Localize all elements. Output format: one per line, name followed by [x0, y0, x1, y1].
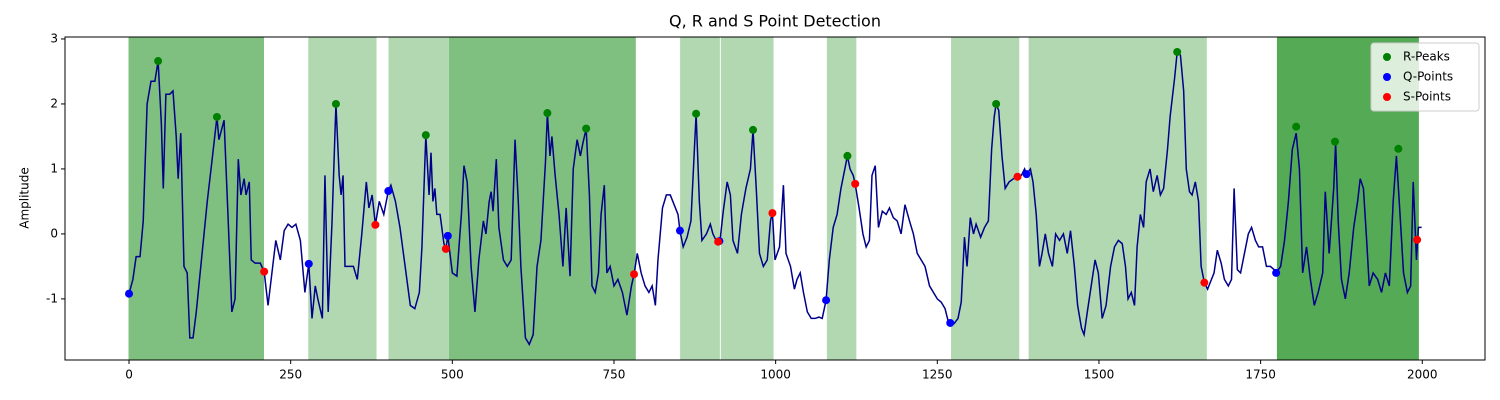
point [749, 125, 758, 134]
highlight-span [388, 36, 449, 361]
point [1173, 47, 1182, 56]
highlight-span [680, 36, 720, 361]
point [421, 131, 430, 140]
x-tick-label: 500 [441, 368, 464, 382]
legend-marker [1383, 73, 1391, 81]
point [675, 226, 684, 235]
point [1022, 170, 1031, 179]
y-tick-label: 3 [50, 31, 58, 45]
point [1292, 122, 1301, 131]
x-tick-label: 750 [603, 368, 626, 382]
point [125, 289, 134, 298]
highlight-span [951, 36, 1020, 361]
legend-label: S-Points [1403, 90, 1451, 104]
legend-label: Q-Points [1403, 70, 1453, 84]
point [543, 109, 552, 118]
point [630, 270, 639, 279]
x-tick-label: 2000 [1407, 368, 1438, 382]
point [331, 99, 340, 108]
point [946, 318, 955, 327]
point [692, 109, 701, 118]
highlight-span [308, 36, 377, 361]
point [992, 99, 1001, 108]
x-tick-label: 1000 [760, 368, 791, 382]
legend-marker [1383, 53, 1391, 61]
x-tick-label: 1750 [1245, 368, 1276, 382]
point [1394, 144, 1403, 153]
highlight-span [1028, 36, 1207, 361]
point [371, 220, 380, 229]
legend-box [1370, 42, 1480, 112]
x-tick-label: 0 [125, 368, 133, 382]
x-tick-label: 1250 [922, 368, 953, 382]
point [851, 179, 860, 188]
point [822, 296, 831, 305]
point [1013, 172, 1022, 181]
point [304, 259, 313, 268]
highlight-span [448, 36, 636, 361]
point [443, 231, 452, 240]
y-axis-label: Amplitude [18, 167, 32, 229]
x-tick-label: 250 [279, 368, 302, 382]
point [1330, 137, 1339, 146]
highlight-span [720, 36, 774, 361]
legend-marker [1383, 93, 1391, 101]
plot-frame [64, 36, 1486, 361]
point [441, 244, 450, 253]
highlight-span [826, 36, 857, 361]
point [212, 112, 221, 121]
x-tick-label: 1500 [1084, 368, 1115, 382]
y-tick-label: 2 [50, 96, 58, 110]
y-tick-label: 0 [50, 226, 58, 240]
legend-label: R-Peaks [1403, 50, 1450, 64]
point [714, 237, 723, 246]
point [582, 124, 591, 133]
chart-title: Q, R and S Point Detection [669, 12, 881, 31]
y-tick-label: 1 [50, 161, 58, 175]
point [1413, 235, 1422, 244]
signal-line [128, 50, 1422, 347]
point [154, 57, 163, 66]
point [843, 151, 852, 160]
point [1272, 268, 1281, 277]
y-tick-label: -1 [46, 291, 58, 305]
point [384, 187, 393, 196]
point [260, 267, 269, 276]
point [768, 209, 777, 218]
point [1200, 278, 1209, 287]
